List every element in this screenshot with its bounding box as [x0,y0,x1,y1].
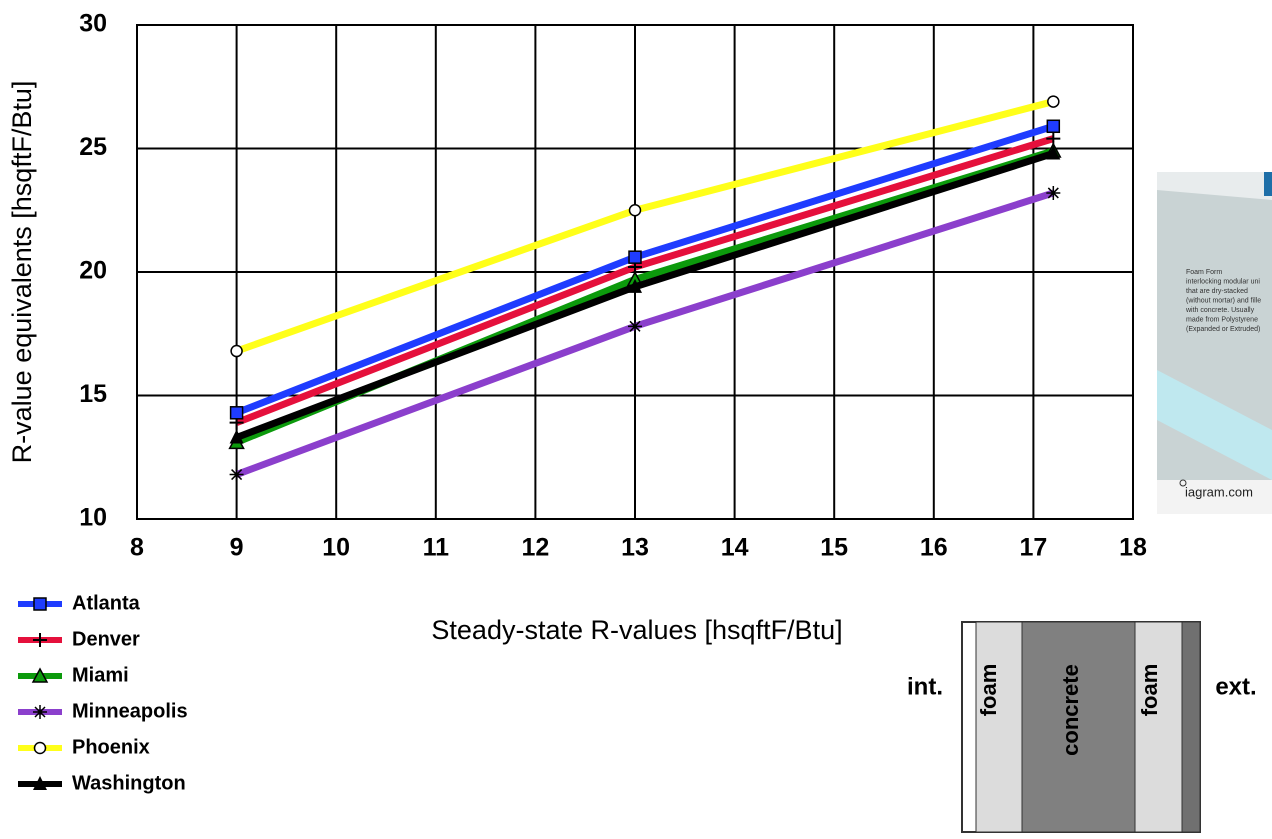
inset-shape [1157,370,1272,480]
inset-icon [1179,479,1187,487]
marker [229,467,244,482]
marker [1046,131,1061,146]
plot: 8 9 10 11 12 13 14 15 16 17 18 10 15 20 25 30 Steady-sta… [7,10,1147,795]
y-tick-label: 20 [79,257,107,285]
inset-shape [1157,480,1272,514]
x-tick-label: 11 [423,534,450,562]
legend-label: Minneapolis [72,700,188,722]
marker [628,250,642,264]
legend-label: Atlanta [72,592,141,614]
marker [1046,185,1061,200]
legend-label: Phoenix [72,736,150,758]
x-tick-label: 17 [1019,534,1047,562]
legend-label: Denver [72,628,140,650]
inset-text: that are dry-stacked [1186,288,1248,295]
x-tick-label: 10 [322,534,350,562]
y-axis-label: R-value equivalents [hsqftF/Btu] [7,81,37,464]
marker [229,406,244,420]
x-tick-label: 18 [1119,534,1147,562]
x-tick-label: 16 [920,534,948,562]
marker [628,278,642,293]
inset-text: (without mortar) and fille [1186,297,1261,304]
layer-label: foam [976,664,1001,717]
inset-text: interlocking modular uni [1186,278,1260,285]
wall-foam [975,621,1023,833]
ext-label: ext. [1215,673,1256,700]
marker [1046,145,1061,160]
marker [1047,95,1060,108]
layer-label: foam [1137,664,1162,717]
marker [230,344,243,358]
wall-foam [1134,621,1183,833]
marker [33,776,47,790]
x-axis-label: Steady-state R-values [hsqftF/Btu] [431,615,842,645]
inset-text: (Expanded or Extruded) [1186,326,1260,333]
inset-shape [1264,172,1272,196]
wall-diagram: int. ext. foam concrete foam [907,621,1257,833]
inset-source: iagram.com [1185,484,1253,499]
marker [1046,119,1061,134]
marker [33,597,47,611]
y-tick-label: 25 [79,133,107,161]
marker [33,741,47,755]
inset-text: Foam Form [1186,269,1222,276]
marker [33,633,47,647]
y-tick-label: 10 [79,504,107,532]
x-tick-label: 14 [721,534,749,562]
x-tick-label: 15 [820,534,848,562]
inset-text: made from Polystyrene [1186,316,1258,323]
y-tick-label: 15 [79,380,107,408]
int-label: int. [907,673,943,700]
inset-image: Foam Form interlocking modular uni that ar… [1157,172,1272,514]
marker [31,667,49,683]
wall-concrete [1021,621,1136,833]
y-tick-label: 30 [79,10,107,38]
marker [33,705,47,719]
x-tick-label: 8 [130,534,144,562]
x-tick-label: 9 [230,534,244,562]
wall-exterior [1181,621,1201,833]
marker [628,319,642,334]
x-tick-label: 12 [521,534,549,562]
layer-label: concrete [1058,664,1083,756]
x-tick-label: 13 [621,534,649,562]
inset-shape [1157,172,1272,200]
legend-label: Washington [72,772,186,794]
marker [628,204,642,217]
inset-text: with concrete. Usually [1185,307,1255,314]
marker [229,429,244,444]
legend-label: Miami [72,664,129,686]
